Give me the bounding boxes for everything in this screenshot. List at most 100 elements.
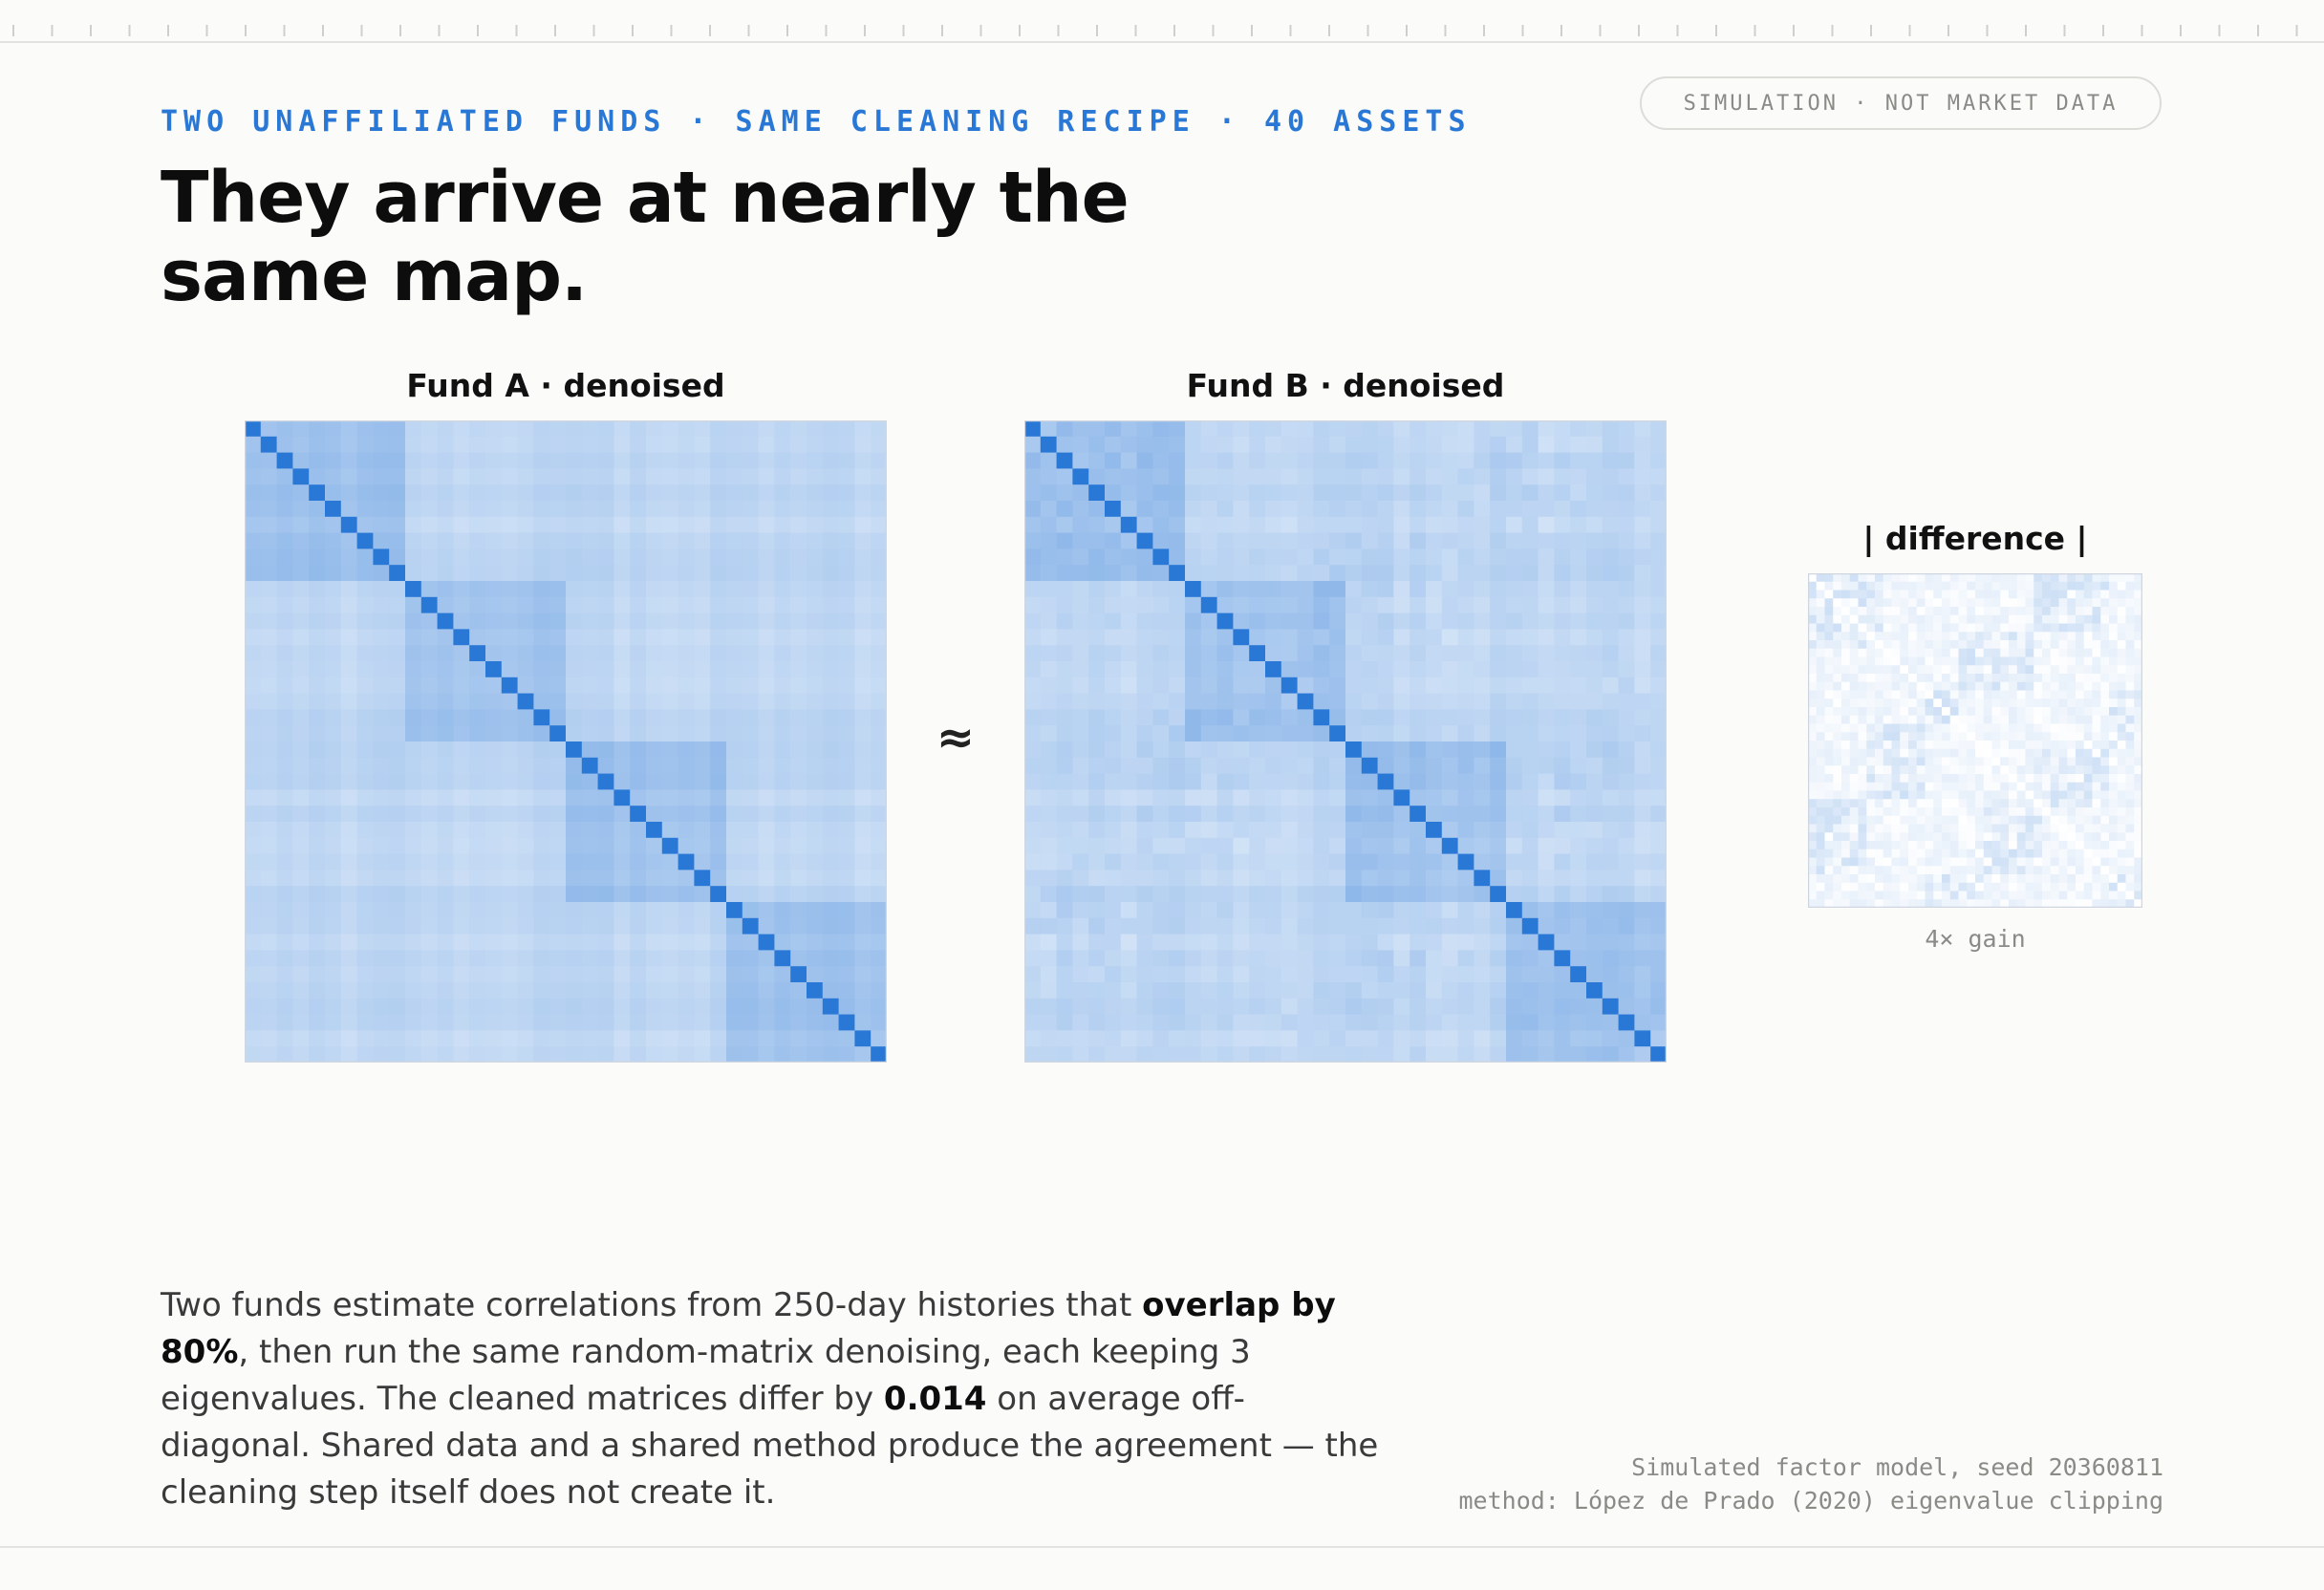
heatmap-cell	[1833, 707, 1842, 717]
heatmap-cell	[2034, 757, 2043, 766]
heatmap-cell	[1816, 573, 1825, 583]
heatmap-cell	[1602, 741, 1619, 759]
heatmap-cell	[325, 629, 342, 646]
heatmap-cell	[1849, 648, 1859, 657]
heatmap-cell	[1345, 1030, 1363, 1047]
heatmap-cell	[1816, 815, 1825, 825]
heatmap-cell	[2067, 707, 2077, 717]
heatmap-cell	[1280, 452, 1298, 469]
heatmap-cell	[581, 468, 598, 485]
heatmap-cell	[1991, 715, 2001, 724]
heatmap-cell	[1088, 629, 1106, 646]
heatmap-cell	[1426, 677, 1443, 694]
heatmap-cell	[1991, 815, 2001, 825]
heatmap-cell	[1506, 773, 1523, 790]
heatmap-cell	[1426, 532, 1443, 549]
heatmap-cell	[1490, 934, 1507, 951]
heatmap-cell	[2134, 581, 2142, 591]
heatmap-cell	[437, 853, 454, 870]
heatmap-cell	[566, 934, 583, 951]
heatmap-cell	[1490, 548, 1507, 566]
heatmap-cell	[742, 629, 759, 646]
heatmap-cell	[630, 934, 647, 951]
heatmap-cell	[742, 966, 759, 983]
heatmap-cell	[1650, 596, 1667, 613]
heatmap-cell	[2050, 723, 2059, 733]
heatmap-cell	[1858, 598, 1867, 608]
heatmap-cell	[1216, 1046, 1234, 1063]
heatmap-cell	[1441, 741, 1458, 759]
heatmap-cell	[1883, 799, 1892, 808]
heatmap-cell	[678, 741, 695, 759]
heatmap-cell	[1618, 806, 1635, 823]
heatmap-cell	[1900, 632, 1909, 641]
heatmap-cell	[469, 934, 486, 951]
heatmap-cell	[1426, 1046, 1443, 1063]
heatmap-cell	[1249, 902, 1266, 919]
heatmap-cell	[1925, 849, 1934, 858]
heatmap-cell	[1908, 824, 1918, 833]
heatmap-cell	[437, 709, 454, 726]
heatmap-cell	[533, 468, 550, 485]
heatmap-cell	[871, 982, 887, 999]
heatmap-cell	[1967, 824, 1976, 833]
heatmap-cell	[1409, 934, 1427, 951]
heatmap-cell	[661, 693, 678, 710]
heatmap-cell	[1088, 917, 1106, 935]
heatmap-cell	[1883, 807, 1892, 817]
heatmap-cell	[1586, 789, 1603, 806]
heatmap-cell	[1949, 723, 1959, 733]
heatmap-cell	[661, 917, 678, 935]
heatmap-cell	[726, 917, 743, 935]
heatmap-cell	[822, 998, 839, 1015]
heatmap-cell	[1983, 782, 1992, 791]
heatmap-cell	[517, 436, 534, 453]
heatmap-cell	[309, 917, 326, 935]
heatmap-cell	[1975, 774, 1985, 784]
heatmap-cell	[340, 934, 357, 951]
heatmap-cell	[245, 950, 262, 967]
heatmap-cell	[1426, 484, 1443, 502]
heatmap-cell	[2050, 748, 2059, 758]
heatmap-cell	[2016, 681, 2026, 691]
heatmap-cell	[1634, 661, 1651, 678]
heatmap-cell	[1200, 934, 1217, 951]
heatmap-cell	[1024, 837, 1042, 854]
heatmap-cell	[1152, 789, 1170, 806]
heatmap-cell	[1377, 612, 1394, 630]
heatmap-cell	[1841, 882, 1851, 892]
heatmap-cell	[597, 934, 614, 951]
heatmap-cell	[2100, 832, 2110, 842]
heatmap-cell	[2042, 849, 2052, 858]
heatmap-cell	[838, 501, 855, 518]
heatmap-cell	[710, 966, 727, 983]
heatmap-cell	[1152, 629, 1170, 646]
heatmap-cell	[485, 773, 503, 790]
heatmap-cell	[710, 693, 727, 710]
heatmap-cell	[1833, 681, 1842, 691]
heatmap-cell	[437, 629, 454, 646]
heatmap-cell	[2009, 590, 2018, 599]
heatmap-cell	[1474, 548, 1491, 566]
heatmap-cell	[1409, 532, 1427, 549]
heatmap-cell	[292, 612, 310, 630]
heatmap-cell	[1120, 420, 1137, 438]
heatmap-cell	[2083, 573, 2093, 583]
heatmap-cell	[678, 516, 695, 533]
heatmap-cell	[1650, 902, 1667, 919]
heatmap-cell	[1618, 853, 1635, 870]
heatmap-cell	[1900, 832, 1909, 842]
heatmap-cell	[1297, 870, 1314, 887]
heatmap-cell	[2058, 681, 2068, 691]
heatmap-cell	[1916, 732, 1926, 741]
heatmap-cell	[1105, 1014, 1122, 1031]
heatmap-cell	[1841, 741, 1851, 750]
heatmap-cell	[822, 789, 839, 806]
heatmap-cell	[373, 886, 390, 903]
heatmap-cell	[1570, 853, 1587, 870]
heatmap-cell	[1634, 612, 1651, 630]
heatmap-cell	[1457, 902, 1474, 919]
heatmap-cell	[726, 596, 743, 613]
heatmap-cell	[1858, 623, 1867, 633]
heatmap-cell	[1521, 934, 1539, 951]
